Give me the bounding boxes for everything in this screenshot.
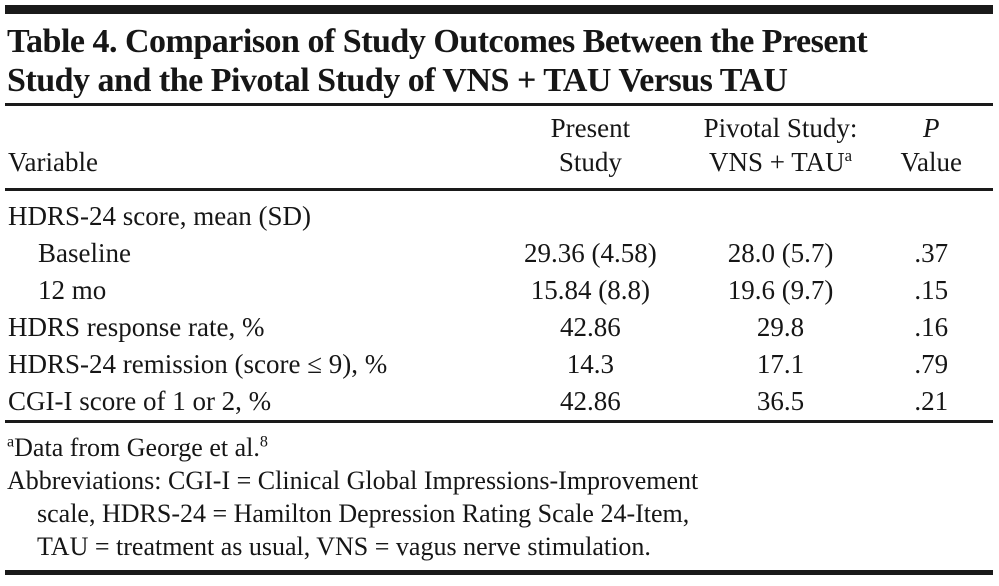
- footnote-source-marker: a: [7, 433, 15, 451]
- present-study-cell: 15.84 (8.8): [530, 275, 650, 305]
- title-rule: [5, 103, 993, 106]
- p-value-cell: .15: [914, 275, 949, 305]
- p-value-cell: [869, 190, 993, 236]
- column-header-p-value: P Value: [869, 106, 993, 191]
- footnote-source-reference-number: 8: [259, 433, 268, 451]
- header-row: Variable Present Study Pivotal Study: VN…: [5, 106, 993, 191]
- variable-cell: HDRS-24 score, mean (SD): [8, 201, 311, 231]
- pivotal-study-header-line-1: Pivotal Study:: [703, 113, 858, 143]
- table-row: HDRS-24 remission (score ≤ 9), % 14.3 17…: [5, 346, 993, 383]
- footnote-abbreviations-line-2: scale, HDRS-24 = Hamilton Depression Rat…: [37, 499, 690, 528]
- table-row: HDRS response rate, % 42.86 29.8 .16: [5, 309, 993, 346]
- p-value-header-line-1: P: [922, 113, 940, 143]
- present-study-cell: 42.86: [560, 386, 621, 416]
- present-study-cell: 29.36 (4.58): [524, 238, 657, 268]
- present-study-header-line-2: Study: [558, 147, 622, 177]
- p-value-cell: .37: [914, 238, 949, 268]
- column-header-variable: Variable: [5, 106, 490, 191]
- column-header-pivotal-study: Pivotal Study: VNS + TAUa: [691, 106, 870, 191]
- table-row: CGI-I score of 1 or 2, % 42.86 36.5 .21: [5, 383, 993, 420]
- pivotal-study-footnote-marker: a: [844, 146, 853, 165]
- p-value-cell: .79: [914, 349, 949, 379]
- present-study-header-line-1: Present: [550, 113, 631, 143]
- pivotal-study-header-text: VNS + TAU: [709, 147, 845, 177]
- present-study-cell: 42.86: [560, 312, 621, 342]
- pivotal-study-cell: 28.0 (5.7): [727, 238, 834, 268]
- table-row: HDRS-24 score, mean (SD): [5, 190, 993, 236]
- pivotal-study-header-line-2: VNS + TAUa: [692, 145, 870, 179]
- p-value-header-line-2: Value: [900, 147, 962, 177]
- table-row: 12 mo 15.84 (8.8) 19.6 (9.7) .15: [5, 272, 993, 309]
- variable-cell: HDRS response rate, %: [8, 312, 265, 342]
- column-header-present-study: Present Study: [489, 106, 692, 191]
- pivotal-study-cell: 19.6 (9.7): [727, 275, 834, 305]
- footnote-source: aData from George et al.8: [7, 431, 993, 464]
- bottom-thick-rule: [5, 570, 993, 575]
- outcomes-table: Variable Present Study Pivotal Study: VN…: [5, 106, 993, 420]
- pivotal-study-cell: 29.8: [756, 312, 805, 342]
- footnote-abbreviations-line-1: Abbreviations: CGI-I = Clinical Global I…: [7, 466, 699, 495]
- p-value-cell: .16: [914, 312, 949, 342]
- table-row: Baseline 29.36 (4.58) 28.0 (5.7) .37: [5, 235, 993, 272]
- top-thick-rule: [5, 5, 993, 14]
- pivotal-study-cell: [692, 190, 870, 236]
- variable-cell: 12 mo: [38, 275, 107, 305]
- pivotal-study-cell: 36.5: [756, 386, 805, 416]
- table-title-line-2: Study and the Pivotal Study of VNS + TAU…: [7, 62, 788, 99]
- p-value-cell: .21: [914, 386, 949, 416]
- footnote-source-text: Data from George et al.: [14, 433, 260, 462]
- footnote-abbreviations-line-3: TAU = treatment as usual, VNS = vagus ne…: [37, 532, 651, 561]
- table-header: Variable Present Study Pivotal Study: VN…: [5, 106, 993, 191]
- present-study-cell: [489, 190, 692, 236]
- table-footnotes: aData from George et al.8 Abbreviations:…: [7, 431, 993, 563]
- table-body: HDRS-24 score, mean (SD) Baseline 29.36 …: [5, 190, 993, 421]
- variable-cell: Baseline: [38, 238, 131, 268]
- variable-cell: HDRS-24 remission (score ≤ 9), %: [8, 349, 388, 379]
- pivotal-study-cell: 17.1: [756, 349, 805, 379]
- body-bottom-rule: [5, 420, 993, 423]
- present-study-cell: 14.3: [566, 349, 614, 379]
- variable-cell: CGI-I score of 1 or 2, %: [8, 386, 272, 416]
- table-title-line-1: Table 4. Comparison of Study Outcomes Be…: [7, 23, 868, 60]
- table-title: Table 4. Comparison of Study Outcomes Be…: [7, 22, 993, 100]
